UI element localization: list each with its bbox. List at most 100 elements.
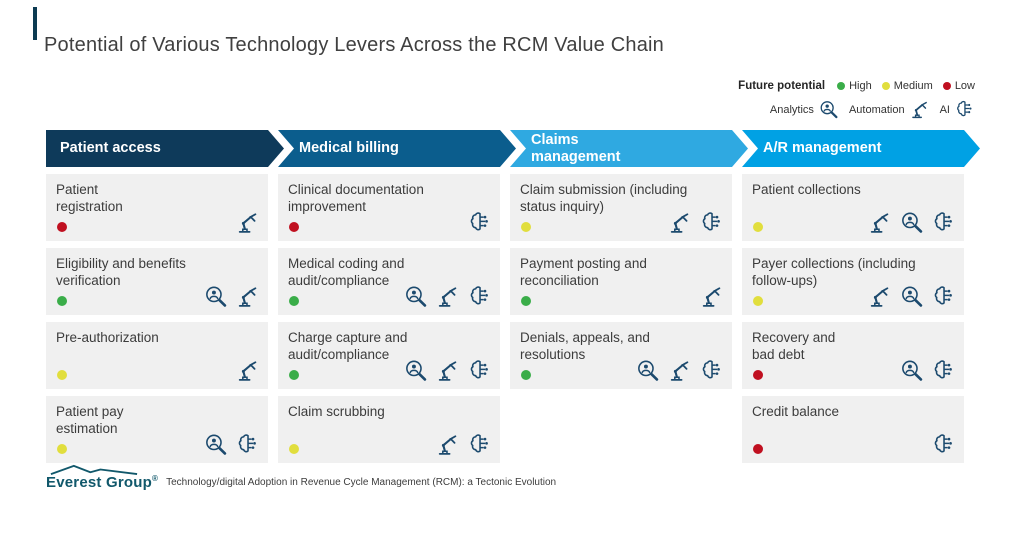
ai-icon bbox=[699, 358, 724, 383]
column-header-label: Patient access bbox=[60, 140, 161, 157]
legend-future-potential-row: Future potential High Medium Low bbox=[738, 80, 975, 92]
lever-icons bbox=[667, 210, 724, 235]
legend-lever-label: Analytics bbox=[769, 103, 814, 116]
lever-icons bbox=[403, 358, 492, 383]
automation-icon bbox=[435, 358, 460, 383]
lever-icons bbox=[867, 284, 956, 309]
ai-icon bbox=[931, 358, 956, 383]
column-a-r-management: A/R management Patient collections Payer c… bbox=[742, 130, 964, 463]
ai-icon bbox=[954, 99, 975, 120]
legend-lever-analytics: Analytics bbox=[770, 99, 839, 120]
automation-icon bbox=[235, 284, 260, 309]
potential-dot-low bbox=[289, 222, 299, 232]
footer: Everest Group® Technology/digital Adopti… bbox=[46, 464, 556, 490]
column-header-medical-billing: Medical billing bbox=[278, 130, 516, 167]
lever-icons bbox=[899, 358, 956, 383]
legend-title: Future potential bbox=[738, 80, 826, 92]
page-title: Potential of Various Technology Levers A… bbox=[44, 34, 664, 56]
potential-dot-medium bbox=[753, 296, 763, 306]
column-patient-access: Patient access Patient registration Eligib… bbox=[46, 130, 268, 463]
ai-icon bbox=[235, 432, 260, 457]
potential-dot-high bbox=[521, 370, 531, 380]
potential-dot-medium bbox=[521, 222, 531, 232]
cell-eligibility-and-benefits-verification: Eligibility and benefits verification bbox=[46, 248, 268, 315]
lever-icons bbox=[931, 432, 956, 457]
analytics-icon bbox=[635, 358, 660, 383]
cell-claim-submission-including-status-inquiry: Claim submission (including status inqui… bbox=[510, 174, 732, 241]
column-medical-billing: Medical billing Clinical documentation im… bbox=[278, 130, 500, 463]
legend-level-label: Medium bbox=[893, 80, 933, 92]
cell-label: Patient pay estimation bbox=[56, 404, 124, 437]
legend-level-low: Low bbox=[942, 80, 975, 92]
cell-label: Clinical documentation improvement bbox=[288, 182, 424, 215]
lever-icons bbox=[867, 210, 956, 235]
automation-icon bbox=[667, 210, 692, 235]
potential-dot-low bbox=[753, 444, 763, 454]
potential-dot-medium bbox=[57, 370, 67, 380]
ai-icon bbox=[467, 210, 492, 235]
value-chain-board: Patient access Patient registration Eligib… bbox=[46, 130, 964, 463]
cell-label: Patient registration bbox=[56, 182, 123, 215]
cell-payment-posting-and-reconciliation: Payment posting and reconciliation bbox=[510, 248, 732, 315]
column-header-label: A/R management bbox=[763, 140, 882, 157]
potential-dot-low bbox=[57, 222, 67, 232]
cell-payer-collections-including-follow-ups: Payer collections (including follow-ups) bbox=[742, 248, 964, 315]
cell-pre-authorization: Pre-authorization bbox=[46, 322, 268, 389]
cell-label: Payer collections (including follow-ups) bbox=[752, 256, 916, 289]
potential-dot-medium bbox=[753, 222, 763, 232]
legend-lever-label: AI bbox=[939, 103, 950, 116]
analytics-icon bbox=[899, 358, 924, 383]
lever-icons bbox=[435, 432, 492, 457]
potential-dot-medium bbox=[57, 444, 67, 454]
brand-text: Everest Group® bbox=[46, 474, 159, 491]
cell-label: Patient collections bbox=[752, 182, 861, 197]
ai-icon bbox=[931, 210, 956, 235]
automation-icon bbox=[699, 284, 724, 309]
cell-clinical-documentation-improvement: Clinical documentation improvement bbox=[278, 174, 500, 241]
cell-label: Pre-authorization bbox=[56, 330, 159, 345]
automation-icon bbox=[235, 210, 260, 235]
ai-icon bbox=[467, 284, 492, 309]
legend-level-medium: Medium bbox=[881, 80, 933, 92]
ai-icon bbox=[931, 284, 956, 309]
legend-level-label: High bbox=[849, 80, 872, 92]
lever-icons bbox=[467, 210, 492, 235]
legend-lever-label: Automation bbox=[848, 103, 905, 116]
column-header-claims-management: Claims management bbox=[510, 130, 748, 167]
automation-icon bbox=[435, 284, 460, 309]
legend-levels: High Medium Low bbox=[837, 80, 975, 92]
cell-patient-collections: Patient collections bbox=[742, 174, 964, 241]
analytics-icon bbox=[899, 210, 924, 235]
ai-icon bbox=[467, 432, 492, 457]
cell-label: Denials, appeals, and resolutions bbox=[520, 330, 650, 363]
potential-dot-medium bbox=[289, 444, 299, 454]
column-header-label: Medical billing bbox=[299, 140, 399, 157]
lever-icons bbox=[203, 284, 260, 309]
cell-label: Medical coding and audit/compliance bbox=[288, 256, 405, 289]
cell-charge-capture-and-audit-compliance: Charge capture and audit/compliance bbox=[278, 322, 500, 389]
automation-icon bbox=[867, 210, 892, 235]
everest-group-logo: Everest Group® bbox=[46, 464, 158, 490]
potential-dot-high bbox=[57, 296, 67, 306]
analytics-icon bbox=[899, 284, 924, 309]
footer-caption: Technology/digital Adoption in Revenue C… bbox=[166, 477, 557, 488]
column-header-label: Claims management bbox=[531, 132, 621, 165]
cell-label: Eligibility and benefits verification bbox=[56, 256, 186, 289]
medium-dot bbox=[881, 82, 890, 90]
cell-label: Claim scrubbing bbox=[288, 404, 385, 419]
automation-icon bbox=[667, 358, 692, 383]
analytics-icon bbox=[203, 432, 228, 457]
cell-credit-balance: Credit balance bbox=[742, 396, 964, 463]
lever-icons bbox=[699, 284, 724, 309]
automation-icon bbox=[909, 99, 930, 120]
legend-lever-ai: AI bbox=[940, 99, 975, 120]
cell-label: Claim submission (including status inqui… bbox=[520, 182, 688, 215]
top-accent-bar bbox=[33, 7, 37, 40]
lever-icons bbox=[203, 432, 260, 457]
low-dot bbox=[942, 82, 951, 90]
column-claims-management: Claims management Claim submission (inclu… bbox=[510, 130, 732, 463]
ai-icon bbox=[467, 358, 492, 383]
potential-dot-high bbox=[289, 296, 299, 306]
analytics-icon bbox=[403, 358, 428, 383]
